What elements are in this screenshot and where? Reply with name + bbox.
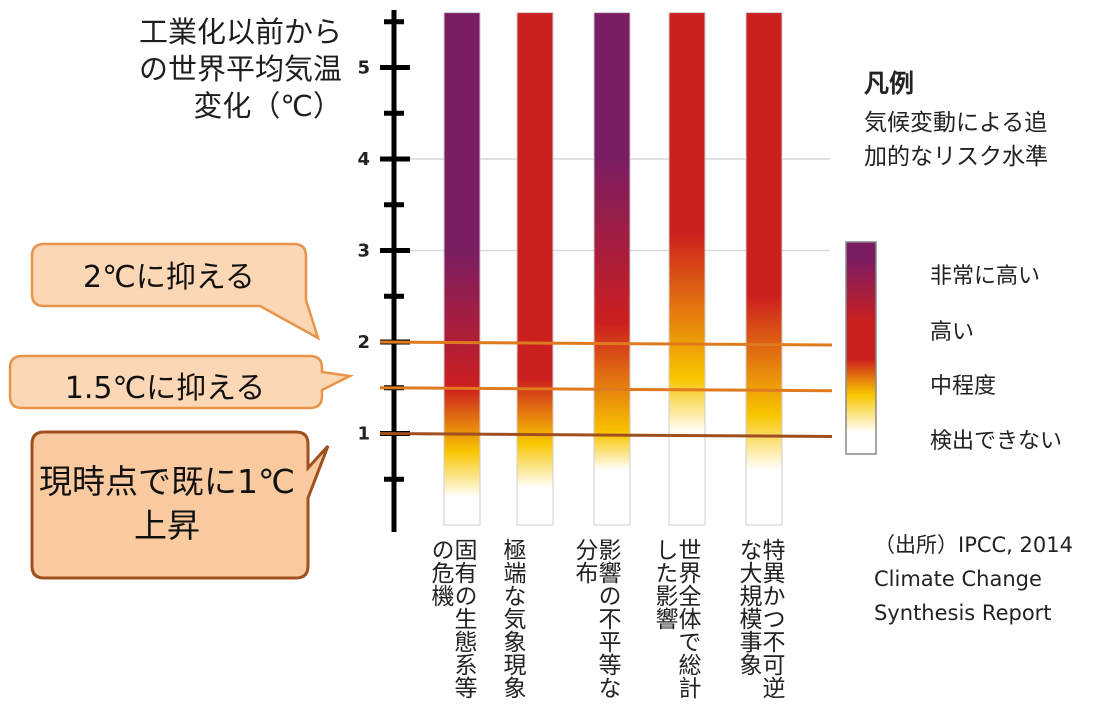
y-tick-label-1: 1 bbox=[357, 424, 370, 445]
source-note: （出所）IPCC, 2014 Climate Change Synthesis … bbox=[874, 528, 1073, 630]
legend-level-high: 高い bbox=[930, 320, 975, 345]
source-line-2: Climate Change bbox=[874, 567, 1042, 591]
reference-line-1 bbox=[379, 432, 833, 438]
callout-1c-box bbox=[30, 430, 330, 580]
category-label-ecosystems: 固有の生態系等の危機 bbox=[427, 538, 476, 699]
risk-bar-1 bbox=[443, 12, 481, 526]
legend-colorbar bbox=[845, 241, 877, 455]
callout-1-5c-box bbox=[8, 354, 355, 410]
callout-1-5c: 1.5℃に抑える bbox=[64, 371, 266, 406]
risk-bar-2 bbox=[516, 12, 554, 526]
y-tick-label-2: 2 bbox=[357, 332, 370, 353]
category-label-global-impacts: 世界全体で総計した影響 bbox=[651, 538, 700, 699]
legend-level-very-high: 非常に高い bbox=[930, 264, 1041, 289]
callouts bbox=[8, 242, 355, 580]
risk-bars bbox=[443, 12, 783, 526]
legend-level-undetectable: 検出できない bbox=[930, 429, 1063, 454]
category-label-extreme-weather: 極端な気象現象 bbox=[499, 538, 525, 699]
callout-2c-box bbox=[30, 242, 321, 341]
risk-bar-5 bbox=[745, 12, 783, 526]
y-axis: 1 2 3 4 5 bbox=[357, 10, 410, 532]
reference-line-1.5 bbox=[379, 386, 833, 393]
y-tick-label-3: 3 bbox=[357, 241, 370, 262]
category-label-large-scale-events: 特異かつ不可逆な大規模事象 bbox=[735, 538, 784, 699]
source-line-1: （出所）IPCC, 2014 bbox=[874, 533, 1073, 557]
callout-1c: 現時点で既に1℃上昇 bbox=[38, 462, 296, 545]
callout-2c: 2℃に抑える bbox=[83, 260, 255, 295]
legend-title: 凡例 bbox=[864, 69, 915, 98]
reference-line-2 bbox=[379, 340, 833, 347]
source-line-3: Synthesis Report bbox=[874, 601, 1052, 625]
category-label-distribution: 影響の不平等な分布 bbox=[571, 538, 620, 699]
legend-subtitle: 気候変動による追加的なリスク水準 bbox=[864, 110, 1048, 170]
legend-level-moderate: 中程度 bbox=[930, 374, 997, 399]
y-tick-label-4: 4 bbox=[357, 149, 370, 170]
legend-colorbar-rect bbox=[845, 241, 877, 455]
y-tick-label-5: 5 bbox=[357, 58, 370, 79]
risk-bar-4 bbox=[668, 12, 706, 526]
y-axis-label: 工業化以前からの世界平均気温変化（℃） bbox=[138, 15, 342, 123]
reference-lines bbox=[379, 340, 833, 438]
risk-bar-3 bbox=[593, 12, 631, 526]
